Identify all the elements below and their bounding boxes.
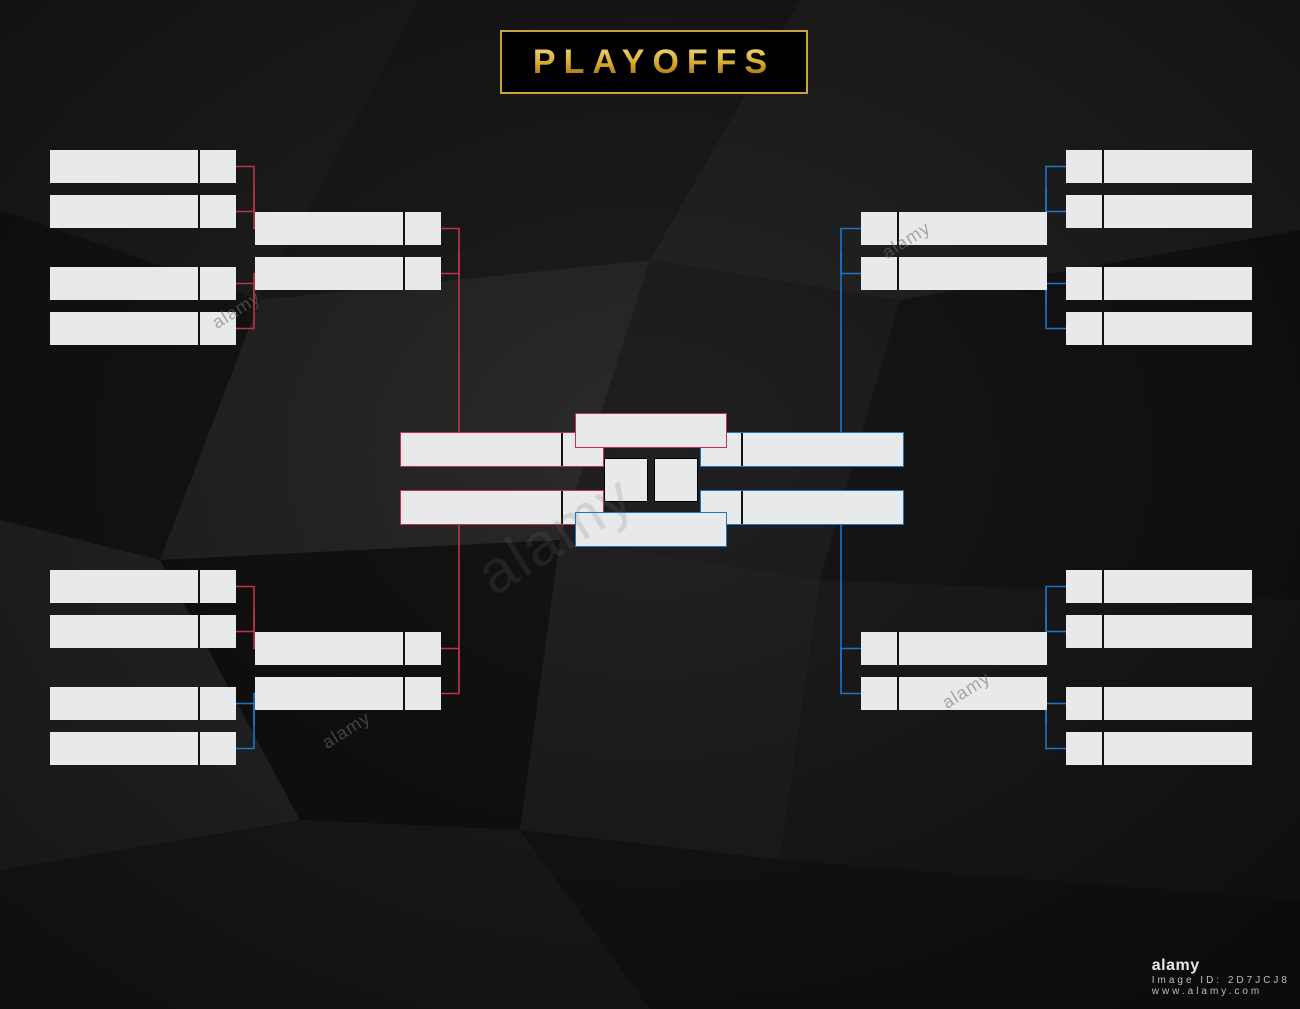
score-cell [861,677,899,710]
team-name-cell [255,212,403,245]
bracket-slot [50,312,236,345]
bracket-slot [1066,570,1252,603]
bracket-slot [255,212,441,245]
title-badge: PLAYOFFS [500,30,808,94]
team-name-cell [899,632,1047,665]
bracket-slot [861,212,1047,245]
team-name-cell [50,687,198,720]
team-name-cell [1104,195,1252,228]
team-name-cell [1104,150,1252,183]
team-name-cell [1104,312,1252,345]
score-cell [861,632,899,665]
bracket-slot [1066,267,1252,300]
score-cell [1066,267,1104,300]
team-name-cell [50,312,198,345]
score-cell [1066,732,1104,765]
title-text: PLAYOFFS [533,43,775,82]
bracket-slot [700,490,904,525]
bracket-slot [700,432,904,467]
team-name-cell [1104,732,1252,765]
team-name-cell [899,257,1047,290]
team-name-cell [1104,570,1252,603]
final-slot [575,512,727,547]
bracket-slot [255,632,441,665]
bracket-slot [400,490,604,525]
bracket-slot [1066,195,1252,228]
score-cell [198,267,236,300]
bracket-slot [1066,615,1252,648]
score-cell [198,615,236,648]
team-name-cell [50,267,198,300]
score-cell [403,212,441,245]
team-name-cell [743,491,903,524]
final-slot [654,458,698,502]
bracket-slot [50,570,236,603]
score-cell [198,570,236,603]
final-slot [604,458,648,502]
bracket-slot [861,677,1047,710]
score-cell [1066,312,1104,345]
score-cell [403,257,441,290]
team-name-cell [50,195,198,228]
score-cell [1066,615,1104,648]
score-cell [1066,195,1104,228]
bracket-slot [50,615,236,648]
team-name-cell [50,150,198,183]
score-cell [1066,687,1104,720]
score-cell [861,212,899,245]
team-name-cell [899,212,1047,245]
team-name-cell [1104,687,1252,720]
team-name-cell [50,732,198,765]
score-cell [861,257,899,290]
team-name-cell [1104,267,1252,300]
bracket-slot [50,267,236,300]
team-name-cell [255,677,403,710]
score-cell [1066,570,1104,603]
team-name-cell [899,677,1047,710]
score-cell [198,687,236,720]
final-slot [575,413,727,448]
team-name-cell [255,632,403,665]
score-cell [198,195,236,228]
bracket-slot [50,150,236,183]
bracket-slot [861,632,1047,665]
score-cell [403,677,441,710]
team-name-cell [255,257,403,290]
bracket-slot [1066,150,1252,183]
team-name-cell [401,433,561,466]
team-name-cell [401,491,561,524]
score-cell [1066,150,1104,183]
team-name-cell [1104,615,1252,648]
bracket-slot [1066,732,1252,765]
team-name-cell [50,570,198,603]
bracket-slot [1066,312,1252,345]
score-cell [198,150,236,183]
bracket-slot [1066,687,1252,720]
score-cell [198,312,236,345]
bracket-slot [50,687,236,720]
score-cell [403,632,441,665]
bracket-slot [255,677,441,710]
bracket-slot [400,432,604,467]
team-name-cell [50,615,198,648]
team-name-cell [743,433,903,466]
stock-credit: alamy Image ID: 2D7JCJ8 www.alamy.com [1152,957,1290,997]
score-cell [198,732,236,765]
bracket-slot [861,257,1047,290]
bracket-slot [255,257,441,290]
bracket-canvas: PLAYOFFS alamy alamy alamy alamy alamy a… [0,0,1300,1009]
bracket-slot [50,195,236,228]
bracket-slot [50,732,236,765]
